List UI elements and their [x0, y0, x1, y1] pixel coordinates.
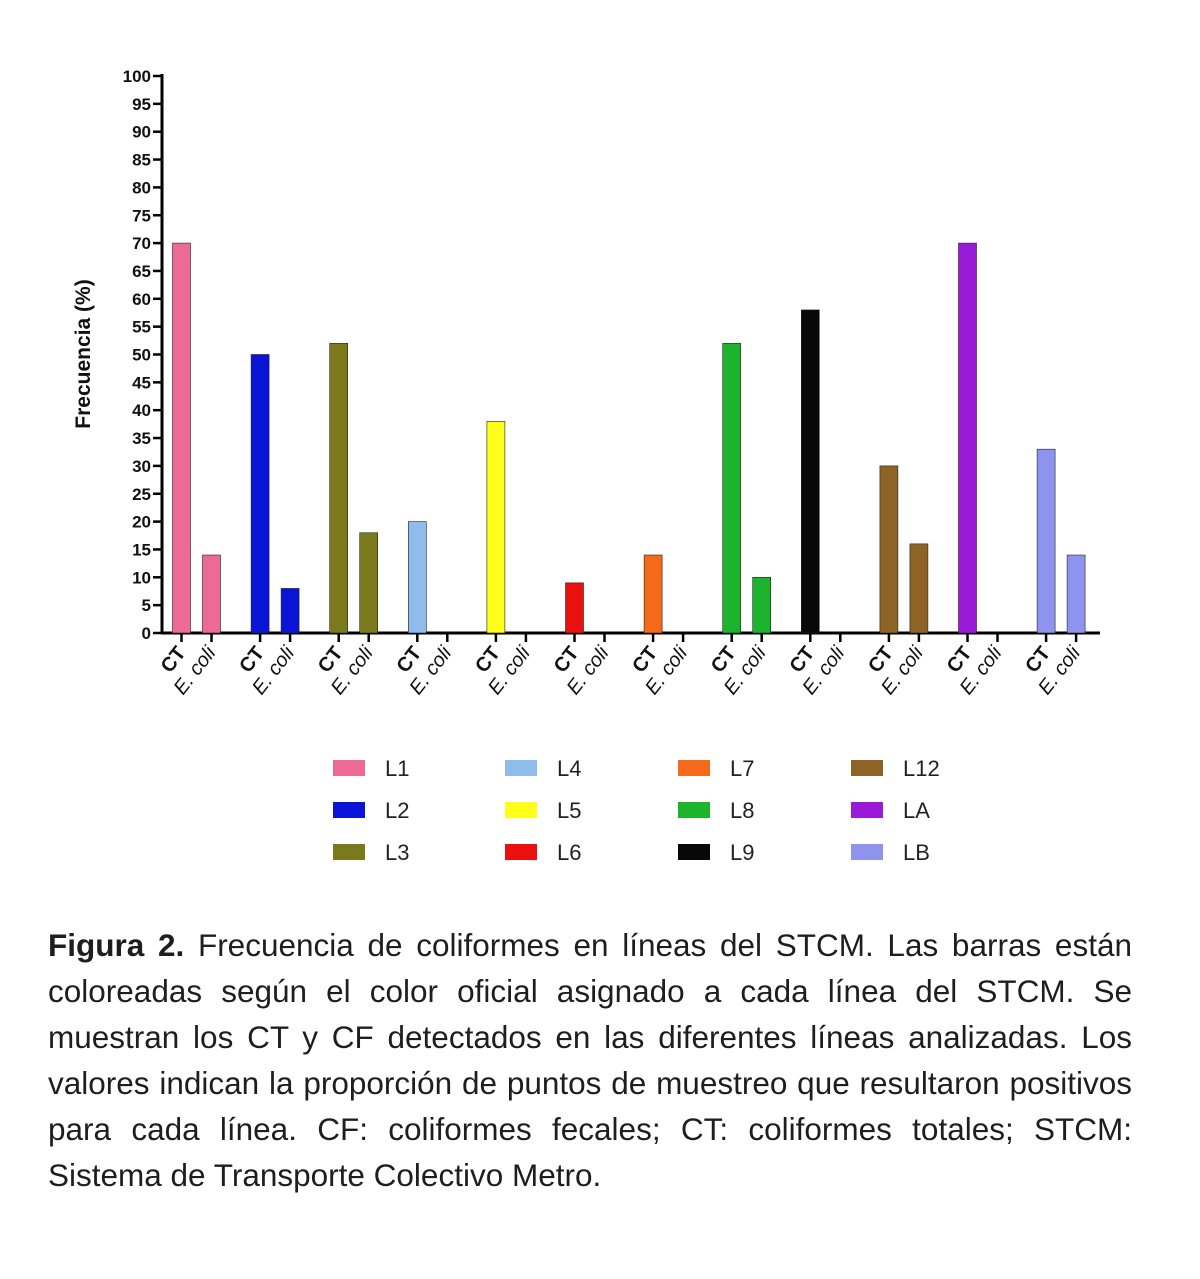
y-tick-label: 55 [132, 318, 151, 337]
legend-swatch-LA [851, 802, 883, 818]
legend-label-L9: L9 [730, 840, 754, 865]
bar-LB-ct [1036, 448, 1056, 634]
legend-label-L5: L5 [557, 798, 581, 823]
y-tick-label: 0 [142, 624, 151, 643]
legend-label-LB: LB [903, 840, 930, 865]
legend-swatch-L12 [851, 760, 883, 776]
legend-label-L4: L4 [557, 756, 581, 781]
caption-lead: Figura 2. [48, 927, 185, 963]
legend-swatch-L2 [333, 802, 365, 818]
y-tick-label: 40 [132, 401, 151, 420]
y-tick-label: 15 [132, 540, 151, 559]
axes-layer: 0 5 10 15 20 25 30 35 40 45 50 55 60 65 70 75 80 85 90 95 10… [123, 67, 1100, 643]
y-axis-title-group: Frecuencia (%) [72, 279, 95, 428]
y-tick-label: 35 [132, 429, 151, 448]
bar-L7-ct [643, 554, 663, 634]
y-tick-label: 95 [132, 95, 151, 114]
bar-L5-ct [486, 421, 506, 634]
legend-swatch-L3 [333, 844, 365, 860]
legend-swatch-L9 [678, 844, 710, 860]
y-tick-label: 20 [132, 513, 151, 532]
bar-L12-ct [879, 465, 899, 634]
legend-label-L6: L6 [557, 840, 581, 865]
legend-label-L2: L2 [385, 798, 409, 823]
legend-swatch-L6 [505, 844, 537, 860]
legend-swatch-L1 [333, 760, 365, 776]
bar-L8-ct [722, 343, 742, 634]
y-tick-label: 90 [132, 123, 151, 142]
y-tick-label: 100 [123, 67, 151, 86]
bar-L6-ct [565, 582, 584, 634]
legend-swatch-L4 [505, 760, 537, 776]
bar-L3-ct [329, 343, 349, 634]
bar-L12-ecoli [909, 543, 929, 634]
legend-swatch-L7 [678, 760, 710, 776]
bar-L3-ecoli [359, 532, 379, 634]
category-labels-layer: CTE. coli CTE. coli CTE. coli CTE. coli CTE.… [157, 642, 1086, 699]
legend: L1 L2 L3 L4 L5 L6 L7 L8 L9 L12 LA LB [333, 756, 940, 865]
bar-L2-ecoli [280, 588, 300, 634]
y-tick-label: 75 [132, 206, 151, 225]
y-tick-label: 45 [132, 373, 151, 392]
legend-label-L1: L1 [385, 756, 409, 781]
legend-swatch-LB [851, 844, 883, 860]
bar-LA-ct [958, 242, 977, 634]
legend-label-L8: L8 [730, 798, 754, 823]
bar-L4-ct [407, 521, 427, 634]
y-tick-label: 60 [132, 290, 151, 309]
legend-label-L7: L7 [730, 756, 754, 781]
legend-swatch-L8 [678, 802, 710, 818]
bar-L2-ct [250, 354, 270, 634]
legend-swatch-L5 [505, 802, 537, 818]
caption-text: Frecuencia de coliformes en líneas del S… [48, 927, 1132, 1193]
y-tick-label: 70 [132, 234, 151, 253]
legend-label-L12: L12 [903, 756, 940, 781]
y-tick-label: 80 [132, 178, 151, 197]
bar-chart: Frecuencia (%) 0 5 10 15 20 25 30 35 40 45 50 55 60 6… [72, 67, 1100, 865]
bar-L1-ecoli [202, 554, 221, 634]
bar-L1-ct [172, 242, 191, 634]
y-tick-label: 65 [132, 262, 151, 281]
bar-L9-ct [800, 309, 820, 634]
y-tick-label: 5 [142, 596, 151, 615]
y-tick-label: 25 [132, 485, 151, 504]
legend-label-L3: L3 [385, 840, 409, 865]
y-axis-title: Frecuencia (%) [72, 279, 95, 428]
bars-layer [172, 242, 1086, 634]
figure-caption: Figura 2. Frecuencia de coliformes en lí… [48, 922, 1132, 1198]
y-tick-label: 30 [132, 457, 151, 476]
y-tick-label: 10 [132, 568, 151, 587]
legend-label-LA: LA [903, 798, 930, 823]
y-tick-label: 85 [132, 151, 151, 170]
y-tick-label: 50 [132, 346, 151, 365]
bar-L8-ecoli [752, 576, 772, 634]
bar-LB-ecoli [1066, 554, 1086, 634]
